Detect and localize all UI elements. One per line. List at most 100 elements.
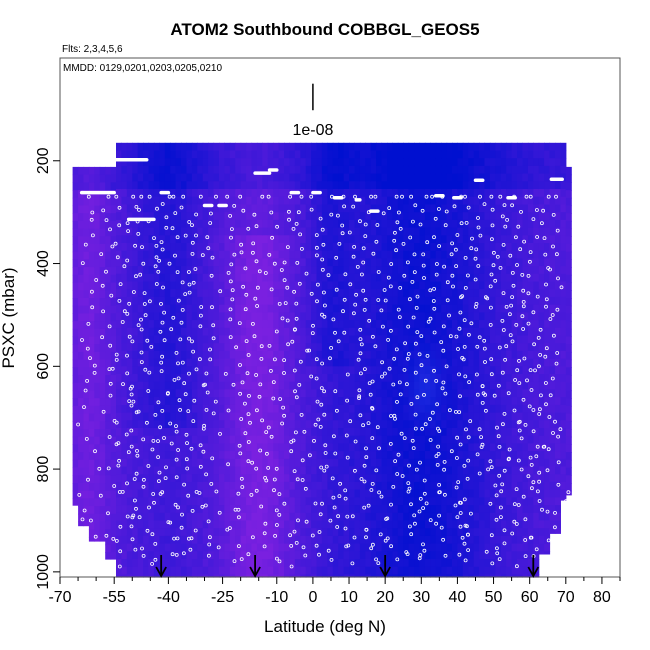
heatmap-cell xyxy=(121,404,128,414)
heatmap-cell xyxy=(235,304,242,313)
heatmap-cell xyxy=(321,528,328,537)
heatmap-cell xyxy=(208,273,215,283)
heatmap-cell xyxy=(262,235,269,244)
heatmap-cell xyxy=(538,389,545,398)
heatmap-cell xyxy=(273,520,280,529)
heatmap-cell xyxy=(446,189,453,198)
heatmap-cell xyxy=(294,574,301,578)
heatmap-cell xyxy=(343,350,350,360)
heatmap-cell xyxy=(110,390,117,399)
heatmap-cell xyxy=(148,204,155,213)
heatmap-cell xyxy=(479,366,486,375)
heatmap-cell xyxy=(305,350,312,360)
heatmap-cell xyxy=(435,243,442,252)
heatmap-cell xyxy=(229,443,236,452)
heatmap-cell xyxy=(240,289,247,298)
heatmap-cell xyxy=(240,566,247,575)
heatmap-cell xyxy=(321,312,328,321)
heatmap-cell xyxy=(267,389,274,398)
heatmap-cell xyxy=(191,559,198,568)
heatmap-cell xyxy=(289,397,296,406)
heatmap-cell xyxy=(105,174,112,183)
heatmap-cell xyxy=(489,566,496,575)
heatmap-cell xyxy=(414,559,421,568)
heatmap-cell xyxy=(132,397,139,406)
heatmap-cell xyxy=(137,505,144,514)
heatmap-cell xyxy=(327,551,334,560)
heatmap-cell xyxy=(424,304,431,313)
heatmap-cell xyxy=(321,320,328,329)
heatmap-cell xyxy=(262,474,269,483)
heatmap-cell xyxy=(424,435,431,444)
heatmap-cell xyxy=(424,559,431,568)
heatmap-cell xyxy=(289,566,296,575)
heatmap-cell xyxy=(527,520,534,529)
heatmap-cell xyxy=(327,165,334,175)
heatmap-cell xyxy=(213,142,220,152)
heatmap-cell xyxy=(397,366,404,375)
heatmap-cell xyxy=(273,458,280,468)
heatmap-cell xyxy=(473,481,480,491)
heatmap-cell xyxy=(414,535,421,545)
heatmap-cell xyxy=(143,266,150,275)
heatmap-cell xyxy=(370,343,377,352)
heatmap-cell xyxy=(511,235,518,244)
heatmap-cell xyxy=(479,219,486,229)
heatmap-cell xyxy=(72,375,79,384)
heatmap-cell xyxy=(376,350,383,360)
heatmap-cell xyxy=(278,327,285,337)
heatmap-cell xyxy=(305,420,312,429)
heatmap-cell xyxy=(213,165,220,175)
heatmap-cell xyxy=(99,344,106,353)
heatmap-cell xyxy=(224,296,231,306)
heatmap-cell xyxy=(143,281,150,290)
heatmap-cell xyxy=(208,358,215,367)
heatmap-cell xyxy=(143,397,150,406)
heatmap-cell xyxy=(338,250,345,259)
heatmap-cell xyxy=(164,335,171,344)
heatmap-cell xyxy=(506,443,513,452)
heatmap-cell xyxy=(159,196,166,205)
heatmap-cell xyxy=(273,335,280,344)
heatmap-cell xyxy=(99,398,106,407)
heatmap-cell xyxy=(256,296,263,306)
heatmap-cell xyxy=(170,273,177,283)
heatmap-cell xyxy=(538,512,545,522)
heatmap-cell xyxy=(381,235,388,244)
heatmap-cell xyxy=(208,142,215,152)
heatmap-cell xyxy=(479,158,486,167)
heatmap-cell xyxy=(175,196,182,205)
heatmap-cell xyxy=(148,528,155,537)
heatmap-cell xyxy=(126,219,133,229)
heatmap-cell xyxy=(219,366,225,375)
heatmap-cell xyxy=(186,343,193,352)
heatmap-cell xyxy=(289,458,296,468)
heatmap-cell xyxy=(435,165,442,175)
heatmap-cell xyxy=(349,559,355,568)
heatmap-cell xyxy=(446,366,453,375)
heatmap-cell xyxy=(479,420,486,429)
heatmap-cell xyxy=(186,420,193,429)
heatmap-cell xyxy=(484,304,491,313)
heatmap-cell xyxy=(489,512,496,522)
heatmap-cell xyxy=(246,289,253,298)
heatmap-cell xyxy=(197,520,204,529)
heatmap-cell xyxy=(370,381,377,390)
heatmap-cell xyxy=(332,505,339,514)
heatmap-cell xyxy=(392,474,399,483)
heatmap-cell xyxy=(311,266,318,275)
heatmap-cell xyxy=(229,481,236,491)
heatmap-cell xyxy=(202,505,209,514)
heatmap-cell xyxy=(110,267,117,276)
heatmap-cell xyxy=(105,259,112,268)
heatmap-cell xyxy=(278,566,285,575)
heatmap-cell xyxy=(495,219,502,229)
heatmap-cell xyxy=(414,443,421,452)
heatmap-cell xyxy=(522,381,529,390)
heatmap-cell xyxy=(392,559,399,568)
heatmap-cell xyxy=(273,404,280,414)
heatmap-cell xyxy=(452,196,458,205)
heatmap-cell xyxy=(365,212,372,221)
heatmap-cell xyxy=(359,219,366,229)
heatmap-cell xyxy=(522,150,529,159)
